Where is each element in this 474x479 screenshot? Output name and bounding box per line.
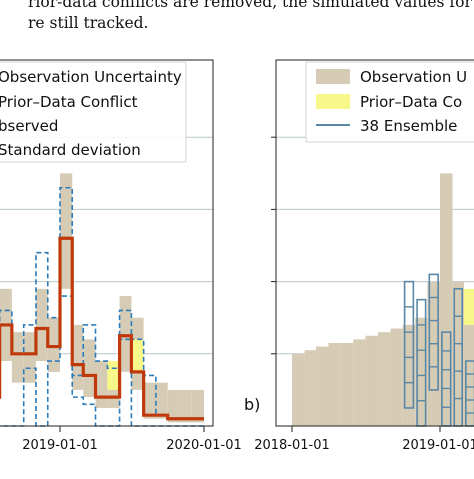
uncertainty-bar [95,361,108,408]
legend-a-observed: bserved [0,117,58,135]
uncertainty-bar [167,389,180,423]
uncertainty-bar [390,328,403,426]
uncertainty-bar [143,382,156,419]
legend-a-prior-data-conflict: Prior–Data Conflict [0,93,138,111]
uncertainty-bar [47,317,60,372]
uncertainty-bar [119,296,132,372]
panel-b-frame [275,59,474,427]
caption-line-2: re still tracked. [28,14,148,32]
uncertainty-bar [23,332,36,383]
uncertainty-bar [452,281,464,426]
uncertainty-bar [340,342,354,426]
uncertainty-bar [328,342,341,426]
legend-a-standard-deviation: Standard deviation [0,141,141,159]
uncertainty-bar [72,324,84,390]
uncertainty-bar [35,288,48,362]
conflict-bar [107,361,120,390]
uncertainty-bar [191,389,204,423]
legend-b-swatch-conflict [316,94,350,109]
panel-b-marks [292,173,474,427]
panel-a-legend: Observation Uncertainty Prior–Data Confl… [0,61,187,163]
uncertainty-bar [402,324,416,426]
uncertainty-bar [440,173,453,426]
panel-label-b: b) [244,395,260,414]
uncertainty-bar [60,173,73,289]
uncertainty-bar [315,346,329,426]
legend-b-ensemble-members: 38 Ensemble [360,117,457,135]
panel-a: Observation Uncertainty Prior–Data Confl… [0,59,242,453]
panel-b-y-ticks [271,136,276,355]
observed-line [0,236,204,421]
ensemble-box [428,273,439,391]
panel-a-marks [0,173,204,427]
tick-label-a-2020: 2020-01-01 [166,438,242,453]
std-dev-lower-line [0,295,204,427]
uncertainty-bar [155,382,168,419]
tick-label-b-2018: 2018-01-01 [254,438,330,453]
legend-b-swatch-uncertainty [316,69,350,84]
panel-a-gridlines [0,136,213,355]
uncertainty-bar [83,339,96,398]
tick-label-b-2019: 2019-01-01 [402,438,474,453]
std-dev-upper-line [0,186,204,420]
uncertainty-bar [179,389,192,423]
tick-label-a-2019: 2019-01-01 [22,438,98,453]
caption-line-1: rior-data conflicts are removed, the sim… [28,0,474,11]
uncertainty-bar [377,332,391,426]
conflict-bar [463,288,474,325]
uncertainty-bar [365,335,378,426]
uncertainty-bar [292,353,305,426]
panel-a-legend-box [0,61,187,163]
ensemble-box [403,280,415,409]
legend-b-observation-uncertainty: Observation U [360,68,467,86]
uncertainty-bar [353,339,366,426]
conflict-bar [131,339,144,372]
panel-b: Observation U Prior–Data Co 38 Ensemble … [254,59,474,453]
legend-b-prior-data-conflict: Prior–Data Co [360,93,462,111]
uncertainty-bar [304,350,316,426]
uncertainty-bar [463,299,474,426]
uncertainty-bar [11,332,24,383]
uncertainty-bar [415,317,428,426]
legend-a-observation-uncertainty: Observation Uncertainty [0,68,182,86]
panel-a-frame [0,59,214,427]
panel-b-legend: Observation U Prior–Data Co 38 Ensemble [305,61,474,143]
